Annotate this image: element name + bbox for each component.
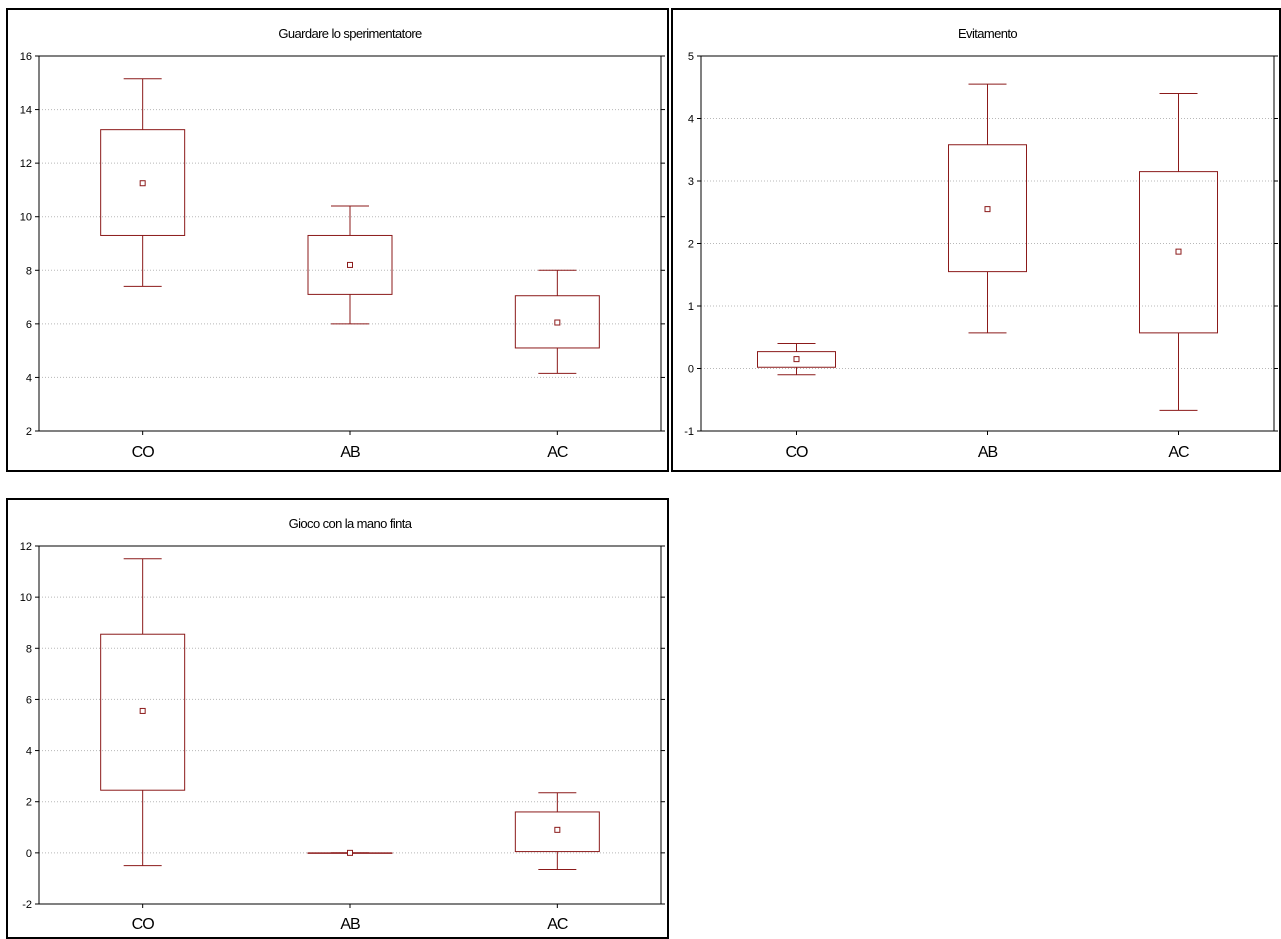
y-tick-label: 12 — [20, 158, 32, 170]
box-co — [100, 78, 186, 287]
plot-frame — [38, 55, 662, 432]
box-ab — [307, 849, 393, 856]
y-tick-label: 2 — [688, 239, 694, 251]
x-tick-label-ac: AC — [547, 444, 568, 461]
y-tick-label: 2 — [26, 797, 32, 809]
y-tick-label: 6 — [26, 694, 32, 706]
boxplot-panel-guardare: Guardare lo sperimentatore 2 4 6 8 10 12 14 16 CO… — [6, 8, 669, 472]
x-tick-label-co: CO — [132, 916, 155, 933]
box-ac — [514, 269, 600, 374]
x-tick-label-co: CO — [132, 444, 155, 461]
y-tick-label: 1 — [688, 301, 694, 313]
y-tick-label: 0 — [26, 848, 32, 860]
box-rect — [757, 351, 836, 368]
mean-marker — [139, 707, 146, 714]
y-tick-label: 8 — [26, 643, 32, 655]
box-ab — [307, 205, 393, 325]
y-tick-label: 14 — [20, 105, 32, 117]
y-tick-label: 4 — [26, 746, 32, 758]
y-tick-label: 10 — [20, 212, 32, 224]
y-tick-label: 16 — [20, 51, 32, 63]
x-tick-label-ab: AB — [340, 916, 360, 933]
box-ab — [948, 83, 1027, 334]
y-tick-label: 0 — [688, 364, 694, 376]
y-tick-label: -1 — [684, 426, 694, 438]
boxplot-panel-evitamento: Evitamento -1 0 1 2 3 4 5 CO AB AC — [671, 8, 1281, 472]
y-tick-label: 6 — [26, 319, 32, 331]
box-rect — [514, 811, 600, 853]
box-rect — [100, 633, 186, 791]
box-rect — [514, 295, 600, 349]
box-co — [757, 343, 836, 376]
mean-marker — [347, 849, 353, 856]
box-rect — [100, 129, 186, 236]
x-tick-label-co: CO — [786, 444, 809, 461]
y-tick-label: 12 — [20, 541, 32, 553]
boxplot-chart-evitamento: Evitamento -1 0 1 2 3 4 5 CO AB AC — [684, 26, 1278, 461]
chart-title: Guardare lo sperimentatore — [278, 26, 422, 41]
box-rect — [1139, 171, 1218, 334]
y-tick-label: 8 — [26, 265, 32, 277]
boxplot-chart-guardare: Guardare lo sperimentatore 2 4 6 8 10 12 14 16 CO… — [20, 26, 665, 461]
y-tick-label: 2 — [26, 426, 32, 438]
mean-marker — [347, 261, 353, 268]
y-tick-label: 5 — [688, 51, 694, 63]
chart-title: Evitamento — [958, 26, 1017, 41]
mean-marker — [984, 206, 991, 213]
mean-marker — [139, 180, 146, 187]
chart-title: Gioco con la mano finta — [289, 516, 413, 531]
x-tick-label-ac: AC — [547, 916, 568, 933]
y-tick-label: 4 — [688, 114, 694, 126]
box-rect — [307, 234, 393, 295]
boxplot-chart-gioco: Gioco con la mano finta -2 0 2 4 6 8 10 12 CO AB AC — [20, 516, 665, 933]
boxplot-panel-gioco: Gioco con la mano finta -2 0 2 4 6 8 10 12 CO AB AC — [6, 498, 669, 939]
box-ac — [514, 792, 600, 870]
y-tick-label: 10 — [20, 592, 32, 604]
y-tick-label: 3 — [688, 176, 694, 188]
x-tick-label-ab: AB — [340, 444, 360, 461]
x-tick-label-ac: AC — [1168, 444, 1189, 461]
mean-marker — [1175, 248, 1182, 255]
box-co — [100, 558, 186, 867]
box-rect — [948, 144, 1027, 273]
box-ac — [1139, 93, 1218, 411]
y-tick-label: -2 — [22, 899, 32, 911]
y-tick-label: 4 — [26, 372, 32, 384]
x-tick-label-ab: AB — [978, 444, 998, 461]
mean-marker — [554, 319, 561, 326]
mean-marker — [554, 826, 561, 833]
mean-marker — [793, 356, 800, 363]
